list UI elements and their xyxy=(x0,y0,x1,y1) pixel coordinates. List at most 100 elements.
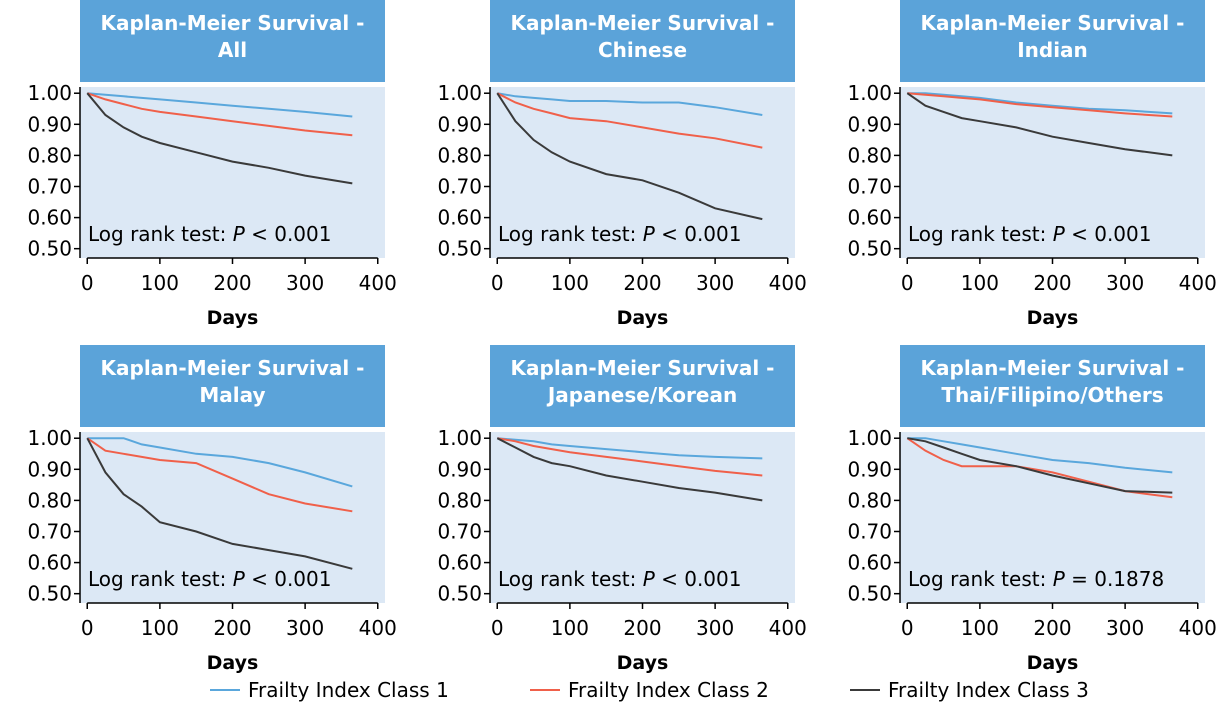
survival-line xyxy=(86,92,353,185)
y-tick-label: 0.60 xyxy=(437,206,482,230)
x-tick-label: 100 xyxy=(551,271,589,295)
survival-line xyxy=(496,437,763,502)
y-tick-label: 0.80 xyxy=(27,143,72,167)
annotation-part: Log rank test: xyxy=(88,567,233,591)
x-axis-label: Days xyxy=(1027,652,1079,674)
y-tick-label: 1.00 xyxy=(27,81,72,105)
y-tick-label: 0.60 xyxy=(847,206,892,230)
legend-label: Frailty Index Class 3 xyxy=(888,678,1089,702)
y-tick-label: 0.90 xyxy=(847,112,892,136)
y-tick-label: 0.70 xyxy=(437,519,482,543)
chart-title: Thai/Filipino/Others xyxy=(941,383,1163,407)
survival-line xyxy=(907,437,1173,494)
title-box xyxy=(80,345,385,427)
annotation: Log rank test: P = 0.1878 xyxy=(908,567,1164,591)
y-tick-label: 1.00 xyxy=(27,426,72,450)
annotation-part: P xyxy=(233,222,246,246)
y-tick-label: 0.60 xyxy=(27,206,72,230)
chart-title: Kaplan-Meier Survival - xyxy=(921,11,1185,35)
y-tick-label: 0.50 xyxy=(27,237,72,261)
x-tick-label: 100 xyxy=(961,616,999,640)
y-tick-label: 0.70 xyxy=(27,174,72,198)
annotation-part: Log rank test: xyxy=(908,567,1053,591)
x-tick-label: 400 xyxy=(359,271,397,295)
survival-line xyxy=(87,437,353,488)
x-tick-label: 0 xyxy=(81,271,94,295)
chart-title: Japanese/Korean xyxy=(546,383,737,407)
y-tick-label: 0.90 xyxy=(437,457,482,481)
x-axis-label: Days xyxy=(617,307,669,329)
x-tick-label: 300 xyxy=(286,616,324,640)
x-tick-label: 100 xyxy=(141,616,179,640)
x-tick-label: 100 xyxy=(961,271,999,295)
annotation: Log rank test: P < 0.001 xyxy=(498,567,741,591)
chart-title: Kaplan-Meier Survival - xyxy=(101,356,365,380)
chart-title: All xyxy=(218,38,247,62)
y-tick-label: 0.90 xyxy=(847,457,892,481)
survival-line xyxy=(86,92,353,137)
y-tick-label: 0.70 xyxy=(437,174,482,198)
chart-title: Malay xyxy=(199,383,265,407)
x-tick-label: 400 xyxy=(769,616,807,640)
x-tick-label: 0 xyxy=(491,271,504,295)
survival-line xyxy=(907,92,1173,115)
survival-line xyxy=(497,437,763,477)
y-tick-label: 0.70 xyxy=(847,519,892,543)
survival-line xyxy=(906,92,1173,157)
x-axis-label: Days xyxy=(1027,307,1079,329)
x-tick-label: 200 xyxy=(1033,616,1071,640)
survival-line xyxy=(907,92,1173,118)
y-tick-label: 0.50 xyxy=(27,582,72,606)
annotation: Log rank test: P < 0.001 xyxy=(498,222,741,246)
y-tick-label: 0.90 xyxy=(437,112,482,136)
y-tick-label: 1.00 xyxy=(437,426,482,450)
y-tick-label: 1.00 xyxy=(847,81,892,105)
x-tick-label: 400 xyxy=(1179,616,1217,640)
x-tick-label: 0 xyxy=(901,616,914,640)
y-tick-label: 0.80 xyxy=(27,488,72,512)
x-tick-label: 100 xyxy=(141,271,179,295)
y-tick-label: 1.00 xyxy=(437,81,482,105)
plot-area xyxy=(80,432,385,603)
y-tick-label: 0.50 xyxy=(437,237,482,261)
chart-title: Kaplan-Meier Survival - xyxy=(511,356,775,380)
annotation-part: Log rank test: xyxy=(908,222,1053,246)
y-tick-label: 1.00 xyxy=(847,426,892,450)
chart-title: Kaplan-Meier Survival - xyxy=(511,11,775,35)
y-tick-label: 0.50 xyxy=(847,582,892,606)
x-tick-label: 300 xyxy=(696,271,734,295)
annotation-part: Log rank test: xyxy=(88,222,233,246)
x-tick-label: 200 xyxy=(623,616,661,640)
x-tick-label: 0 xyxy=(81,616,94,640)
x-tick-label: 400 xyxy=(769,271,807,295)
y-tick-label: 0.80 xyxy=(847,143,892,167)
survival-line xyxy=(87,92,353,118)
x-tick-label: 300 xyxy=(286,271,324,295)
annotation: Log rank test: P < 0.001 xyxy=(88,222,331,246)
y-tick-label: 0.80 xyxy=(847,488,892,512)
x-tick-label: 300 xyxy=(696,616,734,640)
x-tick-label: 200 xyxy=(213,616,251,640)
y-tick-label: 0.90 xyxy=(27,112,72,136)
annotation: Log rank test: P < 0.001 xyxy=(908,222,1151,246)
x-axis-label: Days xyxy=(207,652,259,674)
x-tick-label: 100 xyxy=(551,616,589,640)
annotation-part: P xyxy=(233,567,246,591)
x-tick-label: 300 xyxy=(1106,616,1144,640)
y-tick-label: 0.60 xyxy=(847,551,892,575)
annotation-part: < 0.001 xyxy=(245,222,332,246)
x-tick-label: 400 xyxy=(1179,271,1217,295)
survival-line xyxy=(497,437,763,460)
annotation-part: = 0.1878 xyxy=(1065,567,1164,591)
title-box xyxy=(900,0,1205,82)
y-tick-label: 0.60 xyxy=(437,551,482,575)
x-tick-label: 0 xyxy=(491,616,504,640)
annotation-part: < 0.001 xyxy=(1065,222,1152,246)
annotation-part: < 0.001 xyxy=(655,222,742,246)
annotation-part: P xyxy=(643,567,656,591)
annotation-part: Log rank test: xyxy=(498,567,643,591)
y-tick-label: 0.90 xyxy=(27,457,72,481)
legend-label: Frailty Index Class 1 xyxy=(248,678,449,702)
chart-title: Kaplan-Meier Survival - xyxy=(101,11,365,35)
